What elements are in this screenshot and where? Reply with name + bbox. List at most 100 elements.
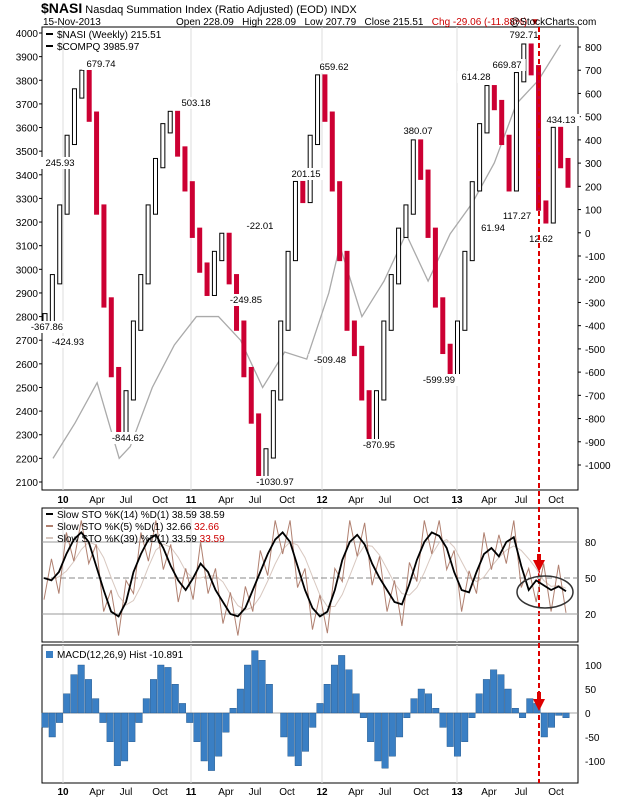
annotation-bg (82, 58, 120, 70)
macd-hist-bar (265, 684, 273, 714)
nasi-bar (57, 204, 63, 285)
y-left-tick-label: 3300 (16, 194, 39, 205)
x-tick-label-bottom: 12 (316, 787, 328, 798)
annotation-bg (46, 336, 90, 348)
macd-hist-bar (461, 712, 469, 742)
annotation-label: 61.94 (481, 223, 505, 234)
nasi-bar (484, 85, 490, 134)
low-value: Low 207.79 (304, 17, 357, 28)
macd-legend-swatch (46, 651, 53, 658)
red-arrow-macd-stem (537, 692, 541, 700)
y-right-tick-label: -400 (585, 322, 605, 333)
macd-hist-bar (142, 698, 150, 714)
macd-hist-bar (294, 712, 302, 766)
macd-hist-bar (258, 660, 266, 714)
macd-y-tick-label: 100 (585, 661, 602, 672)
macd-hist-bar (316, 703, 324, 714)
macd-hist-bar (113, 712, 121, 766)
y-left-tick-label: 3100 (16, 242, 39, 253)
nasi-bar (123, 390, 129, 435)
sto-k14-line (43, 531, 567, 618)
annotation-bg (250, 476, 300, 488)
annotation-label: 614.28 (461, 72, 490, 83)
annotation-bg (106, 432, 150, 444)
chart-title: $NASI Nasdaq Summation Index (Ratio Adju… (41, 0, 357, 16)
stockcharts-credit: @StockCharts.com (510, 17, 597, 28)
y-left-tick-label: 2100 (16, 478, 39, 489)
macd-hist-bar (468, 712, 476, 718)
macd-y-tick-label: -100 (585, 757, 605, 768)
macd-hist-bar (236, 688, 244, 714)
x-tick-label: Jul (379, 495, 392, 506)
y-left-tick-label: 3000 (16, 265, 39, 276)
macd-hist-bar (84, 679, 92, 714)
macd-hist-bar (439, 712, 447, 728)
annotation-bg (457, 71, 495, 83)
nasi-bar (116, 366, 122, 435)
nasi-bar (491, 85, 497, 111)
macd-hist-bar (171, 684, 179, 714)
macd-hist-bar (48, 712, 56, 738)
x-tick-label: Jul (249, 495, 262, 506)
nasi-bar (263, 448, 269, 478)
macd-hist-bar (215, 712, 223, 757)
x-tick-label-bottom: 11 (186, 787, 197, 798)
x-tick-label-bottom: Apr (348, 787, 364, 798)
y-left-tick-label: 2800 (16, 313, 39, 324)
macd-hist-bar (106, 712, 114, 742)
x-tick-label: Apr (348, 495, 364, 506)
macd-hist-bar (482, 679, 490, 714)
annotation-label: -367.86 (31, 322, 63, 333)
nasi-bar (241, 320, 247, 378)
nasi-bar (130, 320, 136, 401)
sto-legend-value: 33.59 (200, 534, 225, 545)
nasi-bar (499, 99, 505, 146)
y-left-tick-label: 2200 (16, 454, 39, 465)
annotation-label: -870.95 (363, 440, 395, 451)
nasi-bar (373, 390, 379, 441)
x-tick-label-bottom: Jul (120, 787, 133, 798)
nasi-bar (71, 88, 77, 146)
annotation-label: -599.99 (423, 375, 455, 386)
y-right-tick-label: 400 (585, 136, 602, 147)
macd-hist-bar (446, 712, 454, 747)
macd-hist-bar (200, 712, 208, 762)
annotation-label: 669.87 (492, 60, 521, 71)
macd-hist-bar (193, 712, 201, 742)
y-right-tick-label: 500 (585, 113, 602, 124)
nasi-bar (565, 157, 571, 188)
sto-y-tick-label: 80 (585, 538, 597, 549)
x-tick-label-bottom: Jul (249, 787, 262, 798)
macd-hist-bar (287, 712, 295, 757)
y-left-tick-label: 3500 (16, 147, 39, 158)
x-tick-label-bottom: Apr (89, 787, 105, 798)
y-left-tick-label: 3200 (16, 218, 39, 229)
x-tick-label-bottom: Jul (515, 787, 528, 798)
x-tick-label: 13 (451, 495, 463, 506)
macd-hist-bar (121, 712, 129, 762)
change-value: Chg -29.06 (-11.88%) (431, 17, 528, 28)
nasi-bar (108, 297, 114, 378)
x-tick-label: Oct (413, 495, 429, 506)
y-right-tick-label: -900 (585, 438, 605, 449)
nasi-bar (536, 65, 542, 211)
y-left-tick-label: 2700 (16, 336, 39, 347)
macd-hist-bar (229, 708, 237, 714)
nasi-bar (182, 146, 188, 192)
annotation-bg (25, 321, 69, 333)
panel-frame-2 (41, 507, 579, 643)
x-tick-label-bottom: Oct (152, 787, 168, 798)
red-arrow-macd (533, 699, 545, 711)
annotation-label: 434.13 (546, 115, 575, 126)
x-tick-label-bottom: Apr (218, 787, 234, 798)
nasi-bar (558, 126, 564, 169)
macd-hist-bar (77, 664, 85, 714)
y-left-tick-label: 3800 (16, 76, 39, 87)
macd-hist-bar (70, 674, 78, 714)
x-tick-label: Jul (515, 495, 528, 506)
y-left-tick-label: 2500 (16, 383, 39, 394)
macd-hist-bar (475, 693, 483, 714)
annotation-bg (488, 59, 526, 71)
annotation-label: -509.48 (314, 355, 346, 366)
